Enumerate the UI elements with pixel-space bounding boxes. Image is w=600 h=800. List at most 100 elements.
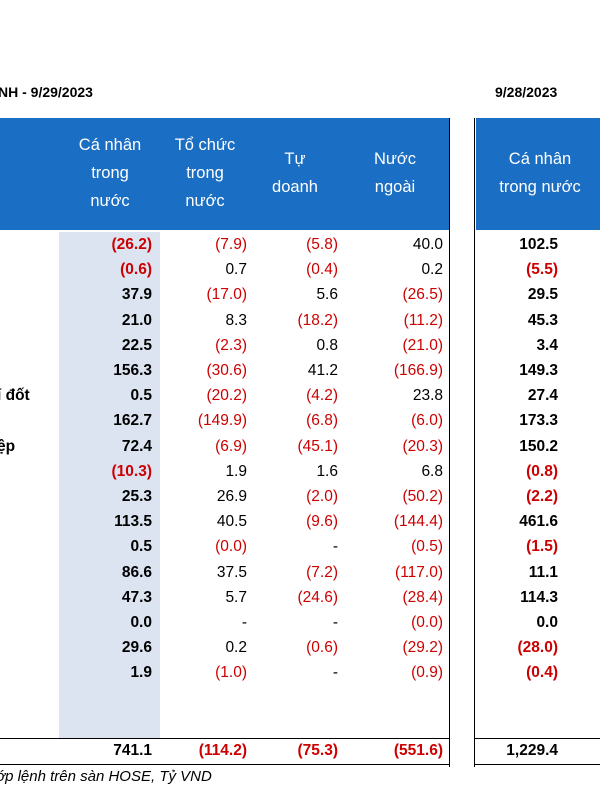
row-value: 6.8	[421, 462, 443, 480]
row-value: (166.9)	[393, 362, 443, 379]
total-institutional: (114.2)	[198, 742, 247, 759]
table-row: 29.6 0.2 (0.6) (29.2) (28.0)	[0, 635, 600, 660]
row-value: 47.3	[121, 588, 152, 606]
row-value: (117.0)	[395, 563, 443, 581]
row-value: (20.2)	[206, 387, 248, 405]
footnote: ớp lệnh trên sàn HOSE, Tỷ VND	[0, 768, 212, 785]
row-prev-value: (0.4)	[526, 664, 558, 682]
left-table-right-border	[449, 118, 450, 767]
row-value: 72.4	[121, 437, 152, 455]
header-band-right	[476, 118, 600, 230]
col-header-institutional: Tổ chức trong nước	[174, 136, 236, 210]
row-prev-value: 3.4	[536, 336, 558, 354]
row-value: (24.6)	[297, 588, 339, 606]
row-value: 162.7	[113, 412, 152, 430]
row-value: 0.2	[225, 639, 247, 657]
row-value: (10.3)	[111, 462, 153, 480]
row-value: 21.0	[121, 311, 152, 329]
row-value: -	[241, 614, 247, 631]
row-value: 40.0	[412, 236, 443, 253]
row-value: (9.6)	[306, 513, 338, 531]
row-value: 0.5	[130, 387, 152, 405]
table-row: 21.0 8.3 (18.2) (11.2) 45.3	[0, 308, 600, 333]
table-row: 86.6 37.5 (7.2) (117.0) 11.1	[0, 560, 600, 585]
row-prev-value: 150.2	[519, 437, 558, 455]
row-value: 1.6	[316, 462, 338, 480]
row-value: (50.2)	[402, 488, 444, 505]
row-value: (6.8)	[306, 412, 338, 430]
row-prev-value: 114.3	[520, 588, 558, 606]
table-row: 37.9 (17.0) 5.6 (26.5) 29.5	[0, 282, 600, 307]
row-value: (6.9)	[215, 437, 247, 455]
table-row: í đốt 0.5 (20.2) (4.2) 23.8 27.4	[0, 383, 600, 408]
row-prev-value: 102.5	[519, 236, 558, 253]
row-value: 1.9	[225, 462, 247, 480]
left-title: NH - 9/29/2023	[0, 84, 93, 100]
row-prev-value: 173.3	[519, 412, 558, 430]
row-value: (0.0)	[215, 538, 247, 556]
row-prev-value: (28.0)	[517, 639, 559, 657]
row-prev-value: 11.1	[528, 563, 558, 581]
row-value: (0.5)	[411, 538, 443, 556]
table-row: (0.6) 0.7 (0.4) 0.2 (5.5)	[0, 257, 600, 282]
row-prev-value: (2.2)	[526, 488, 558, 505]
total-foreign: (551.6)	[393, 742, 443, 759]
table-row: 25.3 26.9 (2.0) (50.2) (2.2)	[0, 484, 600, 509]
row-value: 0.7	[225, 261, 247, 279]
row-value: (21.0)	[402, 336, 444, 354]
row-prev-value: 45.3	[527, 311, 558, 329]
row-value: 40.5	[216, 513, 247, 531]
row-prev-value: (1.5)	[526, 538, 558, 556]
col-header-proprietary: Tự doanh	[272, 150, 318, 196]
table-row: 113.5 40.5 (9.6) (144.4) 461.6	[0, 509, 600, 534]
row-value: 0.8	[316, 336, 338, 354]
row-value: 23.8	[412, 387, 443, 405]
table-row: ệp 72.4 (6.9) (45.1) (20.3) 150.2	[0, 434, 600, 459]
table-row: 156.3 (30.6) 41.2 (166.9) 149.3	[0, 358, 600, 383]
col-header-prev-individual: Cá nhân trong nước	[499, 150, 581, 196]
row-value: 41.2	[307, 362, 338, 379]
row-value: 0.2	[421, 261, 443, 279]
row-value: (0.4)	[306, 261, 338, 279]
table-row: 1.9 (1.0) - (0.9) (0.4)	[0, 660, 600, 685]
row-value: (0.0)	[411, 614, 443, 631]
row-value: 0.5	[130, 538, 152, 556]
row-value: (30.6)	[206, 362, 248, 379]
highlight-column	[59, 232, 160, 738]
total-proprietary: (75.3)	[297, 742, 339, 759]
row-value: (2.3)	[215, 336, 247, 354]
row-value: (7.2)	[306, 563, 338, 581]
row-prev-value: (5.5)	[526, 261, 558, 279]
row-value: 5.7	[225, 588, 247, 606]
total-individual: 741.1	[113, 742, 152, 759]
row-label: í đốt	[0, 387, 30, 405]
row-prev-value: 149.3	[519, 362, 558, 379]
row-value: (29.2)	[402, 639, 444, 657]
row-prev-value: 461.6	[519, 513, 558, 531]
row-value: (2.0)	[306, 488, 338, 505]
row-value: 1.9	[130, 664, 152, 682]
row-value: -	[332, 664, 338, 682]
row-value: 37.9	[121, 286, 152, 304]
row-value: 8.3	[225, 311, 247, 329]
row-value: (5.8)	[306, 236, 338, 253]
row-value: 37.5	[216, 563, 247, 581]
row-value: 0.0	[130, 614, 152, 631]
row-value: (144.4)	[393, 513, 443, 531]
col-header-individual: Cá nhân trong nước	[78, 136, 142, 210]
table-row: 0.5 (0.0) - (0.5) (1.5)	[0, 534, 600, 559]
row-value: (149.9)	[197, 412, 247, 430]
row-prev-value: 0.0	[536, 614, 558, 631]
row-value: 29.6	[121, 639, 152, 657]
row-value: (17.0)	[206, 286, 248, 304]
bottom-rule-right	[474, 764, 600, 765]
row-value: (11.2)	[403, 311, 443, 329]
row-value: (7.9)	[215, 236, 247, 253]
row-value: 156.3	[113, 362, 152, 379]
bottom-rule-left	[0, 764, 450, 765]
row-value: (26.5)	[402, 286, 444, 304]
row-value: 86.6	[121, 563, 152, 581]
row-value: (26.2)	[111, 236, 153, 253]
row-value: 5.6	[316, 286, 338, 304]
row-value: (0.6)	[120, 261, 152, 279]
